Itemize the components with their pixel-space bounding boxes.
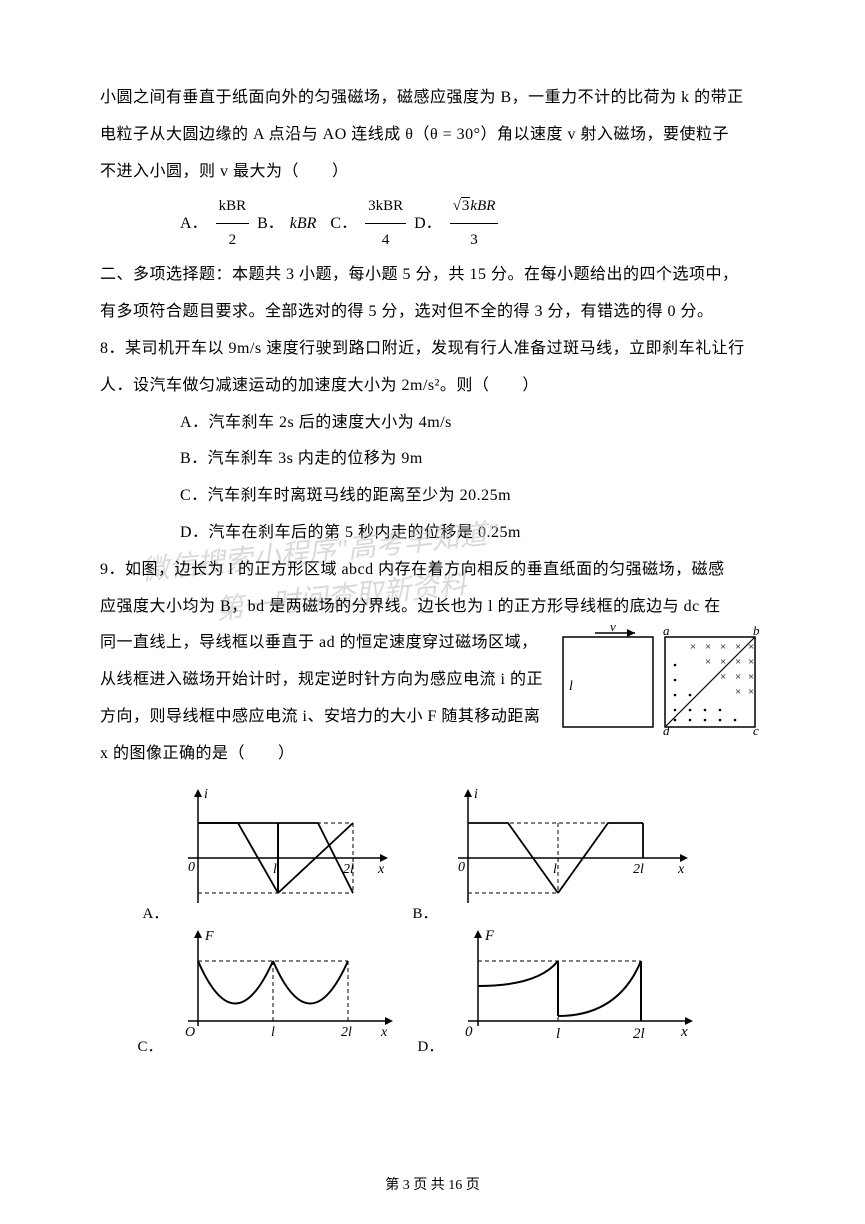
paragraph-line: 小圆之间有垂直于纸面向外的匀强磁场，磁感应强度为 B，一重力不计的比荷为 k 的… [100,80,765,117]
option-8c: C．汽车刹车时离斑马线的距离至少为 20.25m [100,478,765,515]
svg-text:2l: 2l [341,1025,352,1040]
paragraph-line: 不进入小圆，则 v 最大为（ ） [100,154,765,191]
svg-text:x: x [680,1024,688,1040]
section-2-heading: 二、多项选择题：本题共 3 小题，每小题 5 分，共 15 分。在每小题给出的四… [100,257,765,294]
svg-text:0: 0 [465,1024,473,1040]
svg-text:l: l [553,862,557,877]
section-2-heading: 有多项符合题目要求。全部选对的得 5 分，选对但不全的得 3 分，有错选的得 0… [100,294,765,331]
svg-text:x: x [377,862,385,877]
option-b-label: B． [257,206,284,241]
svg-text:0: 0 [458,860,465,875]
svg-text:l: l [273,862,277,877]
svg-text:×: × [720,656,726,668]
svg-text:×: × [735,641,741,653]
svg-text:×: × [748,671,754,683]
square-diagram: l v a b c d × × × × × × × × × × × × × × [555,625,765,735]
svg-text:l: l [271,1025,275,1040]
chart-b: i 0 x l 2l B． [438,783,698,918]
svg-text:i: i [474,787,478,802]
svg-text:x: x [380,1025,388,1040]
svg-text:×: × [748,686,754,698]
svg-text:×: × [720,671,726,683]
option-8d: D．汽车在刹车后的第 5 秒内走的位移是 0.25m [100,515,765,552]
svg-text:c: c [753,723,759,735]
question-9: x 的图像正确的是（ ） [100,736,765,773]
option-a-label: A． [180,206,208,241]
svg-text:F: F [204,929,214,944]
svg-text:a: a [663,625,670,638]
chart-c-label: C． [138,1035,163,1056]
chart-c: F O x l 2l C． [163,926,403,1051]
chart-b-label: B． [413,902,438,923]
svg-text:2l: 2l [633,862,644,877]
page-footer: 第 3 页 共 16 页 [0,1174,865,1194]
charts-group: i 0 x l 2l [100,783,765,1051]
svg-text:2l: 2l [633,1026,645,1042]
svg-text:x: x [677,862,685,877]
option-c-frac: 3kBR 4 [365,190,406,257]
chart-d-label: D． [418,1035,444,1056]
svg-text:×: × [705,641,711,653]
option-d-label: D． [414,206,442,241]
svg-text:b: b [753,625,760,638]
option-b-value: kBR [290,206,317,241]
svg-text:×: × [748,656,754,668]
svg-text:×: × [748,641,754,653]
svg-text:×: × [705,656,711,668]
svg-text:l: l [556,1026,560,1042]
chart-a-label: A． [143,902,169,923]
option-a-frac: kBR 2 [216,190,250,257]
svg-text:O: O [185,1025,195,1040]
svg-text:i: i [204,787,208,802]
chart-d: F 0 x l 2l D． [443,926,703,1051]
option-c-label: C． [330,206,357,241]
option-d-frac: 3kBR 3 [450,190,499,257]
question-8: 8．某司机开车以 9m/s 速度行驶到路口附近，发现有行人准备过斑马线，立即刹车… [100,331,765,368]
question-9: 9．如图，边长为 l 的正方形区域 abcd 内存在着方向相反的垂直纸面的匀强磁… [100,552,765,589]
question-8: 人．设汽车做匀减速运动的加速度大小为 2m/s²。则（ ） [100,368,765,405]
paragraph-line: 电粒子从大圆边缘的 A 点沿与 AO 连线成 θ（θ = 30°）角以速度 v … [100,117,765,154]
svg-text:l: l [569,679,573,694]
svg-text:×: × [690,641,696,653]
question-9: 应强度大小均为 B，bd 是两磁场的分界线。边长也为 l 的正方形导线框的底边与… [100,589,765,626]
svg-text:×: × [735,656,741,668]
svg-text:×: × [720,641,726,653]
option-8b: B．汽车刹车 3s 内走的位移为 9m [100,441,765,478]
option-8a: A．汽车刹车 2s 后的速度大小为 4m/s [100,405,765,442]
svg-text:d: d [663,723,670,735]
svg-text:×: × [735,671,741,683]
svg-text:0: 0 [188,860,195,875]
svg-text:×: × [735,686,741,698]
option-row: A． kBR 2 B． kBR C． 3kBR 4 D． 3kBR 3 [100,190,765,257]
svg-text:v: v [610,625,616,634]
chart-a: i 0 x l 2l [168,783,398,918]
svg-text:F: F [484,928,495,944]
